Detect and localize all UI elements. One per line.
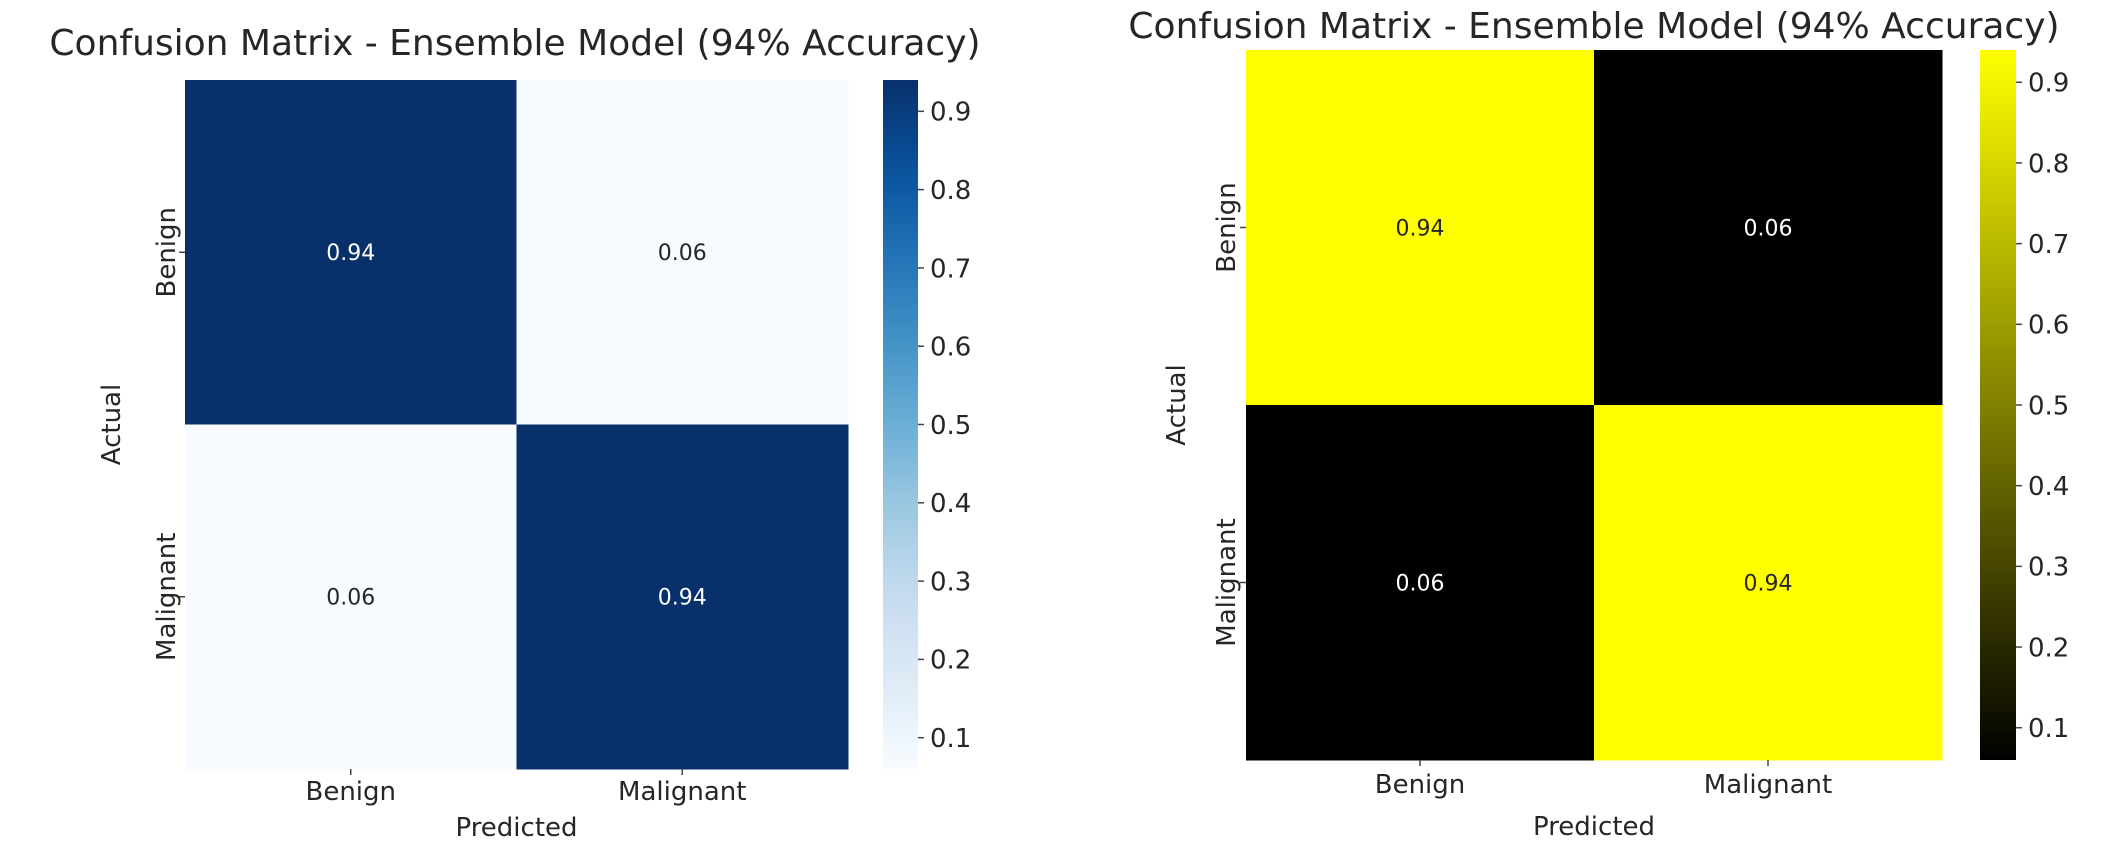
colorbar-tick-label: 0.8 xyxy=(930,176,971,206)
x-tick-label: Malignant xyxy=(1704,770,1832,800)
cell-annotation: 0.94 xyxy=(1396,216,1445,241)
colorbar-tick-label: 0.5 xyxy=(2028,391,2069,421)
colorbar-tick-label: 0.6 xyxy=(930,333,971,363)
cell-annotation: 0.94 xyxy=(1744,571,1793,596)
heatmap-cell xyxy=(516,424,849,770)
x-axis-label: Predicted xyxy=(455,813,577,843)
colorbar-tick-label: 0.4 xyxy=(2028,472,2069,502)
chart-title: Confusion Matrix - Ensemble Model (94% A… xyxy=(49,23,980,64)
heatmap-panel-2: Confusion Matrix - Ensemble Model (94% A… xyxy=(1128,6,2069,842)
x-tick-label: Benign xyxy=(305,777,396,807)
y-axis-label: Actual xyxy=(97,384,127,465)
y-axis-label: Actual xyxy=(1162,364,1192,445)
heatmap-cell xyxy=(1246,50,1595,406)
cell-annotation: 0.06 xyxy=(326,586,375,611)
chart-title: Confusion Matrix - Ensemble Model (94% A… xyxy=(1128,6,2059,47)
cell-annotation: 0.06 xyxy=(1744,216,1793,241)
colorbar xyxy=(1980,50,2016,760)
heatmap-cell xyxy=(185,424,517,770)
cell-annotation: 0.94 xyxy=(658,586,707,611)
heatmap-cell xyxy=(1594,405,1943,761)
heatmap-cell xyxy=(1594,50,1943,406)
y-tick-label: Malignant xyxy=(152,533,182,661)
cell-annotation: 0.06 xyxy=(658,241,707,266)
y-tick-label: Benign xyxy=(152,207,182,298)
y-tick-label: Benign xyxy=(1212,182,1242,273)
colorbar-tick-label: 0.6 xyxy=(2028,311,2069,341)
colorbar-tick-label: 0.2 xyxy=(2028,633,2069,663)
colorbar-tick-label: 0.8 xyxy=(2028,149,2069,179)
colorbar-tick-label: 0.1 xyxy=(930,724,971,754)
x-axis-label: Predicted xyxy=(1533,812,1655,842)
colorbar-tick-label: 0.1 xyxy=(2028,714,2069,744)
colorbar-tick-label: 0.3 xyxy=(2028,553,2069,583)
colorbar xyxy=(883,80,918,769)
colorbar-tick-label: 0.9 xyxy=(930,98,971,128)
heatmap-cell xyxy=(516,80,849,425)
colorbar-tick-label: 0.7 xyxy=(930,254,971,284)
heatmap-cell xyxy=(1246,405,1595,761)
heatmap-panel-1: Confusion Matrix - Ensemble Model (94% A… xyxy=(49,23,980,843)
y-tick-label: Malignant xyxy=(1212,518,1242,646)
x-tick-label: Benign xyxy=(1375,770,1466,800)
colorbar-tick-label: 0.9 xyxy=(2028,69,2069,99)
cell-annotation: 0.94 xyxy=(326,241,375,266)
colorbar-tick-label: 0.4 xyxy=(930,489,971,519)
colorbar-tick-label: 0.2 xyxy=(930,646,971,676)
x-tick-label: Malignant xyxy=(618,777,746,807)
colorbar-tick-label: 0.3 xyxy=(930,567,971,597)
colorbar-tick-label: 0.5 xyxy=(930,411,971,441)
cell-annotation: 0.06 xyxy=(1396,571,1445,596)
colorbar-tick-label: 0.7 xyxy=(2028,230,2069,260)
heatmap-cell xyxy=(185,80,517,425)
